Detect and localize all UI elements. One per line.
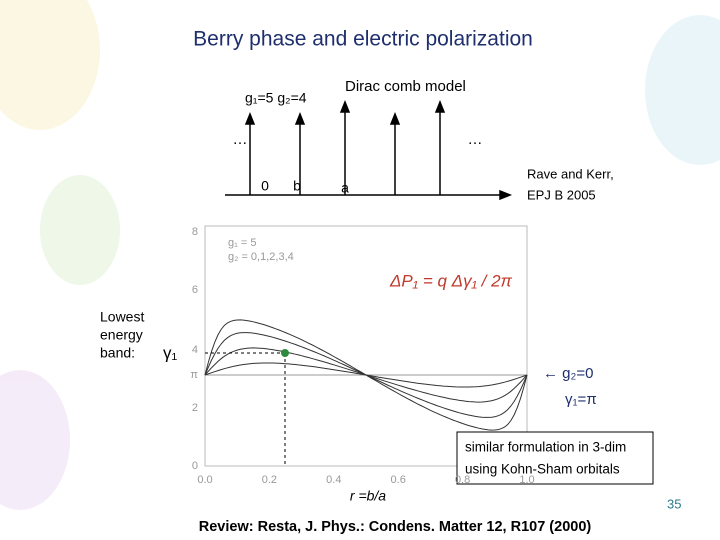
reference: EPJ B 2005 bbox=[527, 187, 596, 202]
x-tick-label: 1.0 bbox=[519, 474, 534, 486]
label: 0 bbox=[261, 178, 269, 194]
plot-legend: g₂ = 0,1,2,3,4 bbox=[228, 251, 294, 263]
y-tick-label: 2 bbox=[192, 402, 198, 414]
couplings: g₁=5 g₂=4 bbox=[245, 90, 307, 106]
left-label: Lowest bbox=[100, 309, 144, 325]
note-box bbox=[456, 431, 654, 485]
footer: Review: Resta, J. Phys.: Condens. Matter… bbox=[199, 519, 592, 535]
balloons bbox=[0, 0, 720, 510]
dirac-comb bbox=[225, 99, 513, 201]
y-tick-label: 8 bbox=[192, 226, 198, 238]
ellipsis: … bbox=[233, 131, 248, 148]
label: a bbox=[341, 180, 349, 196]
ellipsis: … bbox=[468, 131, 483, 148]
note: similar formulation in 3-dim bbox=[465, 440, 626, 455]
plot-frame bbox=[204, 225, 528, 467]
model-name: Dirac comb model bbox=[345, 78, 466, 95]
page-number: 35 bbox=[667, 496, 681, 511]
gamma-label: γ₁ bbox=[163, 343, 178, 362]
model-panel bbox=[222, 76, 510, 210]
y-tick-label: 0 bbox=[192, 460, 198, 472]
label: b bbox=[293, 178, 301, 194]
x-tick-label: 0.8 bbox=[455, 474, 470, 486]
x-label: r =b/a bbox=[350, 488, 386, 504]
x-tick-label: 0.4 bbox=[326, 474, 341, 486]
x-tick-label: 0.2 bbox=[262, 474, 277, 486]
note: using Kohn-Sham orbitals bbox=[465, 462, 620, 477]
left-label: energy bbox=[100, 327, 143, 343]
x-tick-label: 0.0 bbox=[197, 474, 212, 486]
y-tick-label: 4 bbox=[192, 344, 198, 356]
left-label: band: bbox=[100, 345, 135, 361]
y-tick-label: 6 bbox=[192, 284, 198, 296]
annotation: ← g₂=0 bbox=[543, 365, 593, 382]
point bbox=[281, 349, 289, 357]
x-tick-label: 0.6 bbox=[391, 474, 406, 486]
plot bbox=[204, 225, 528, 467]
y-tick-label: π bbox=[190, 369, 198, 381]
title: Berry phase and electric polarization bbox=[193, 28, 533, 51]
curve bbox=[204, 319, 528, 431]
plot-legend: g₁ = 5 bbox=[228, 237, 256, 249]
reference: Rave and Kerr, bbox=[527, 166, 614, 181]
formula: ΔP₁ = q Δγ₁ / 2π bbox=[389, 271, 513, 290]
annotation: γ₁=π bbox=[565, 391, 597, 408]
